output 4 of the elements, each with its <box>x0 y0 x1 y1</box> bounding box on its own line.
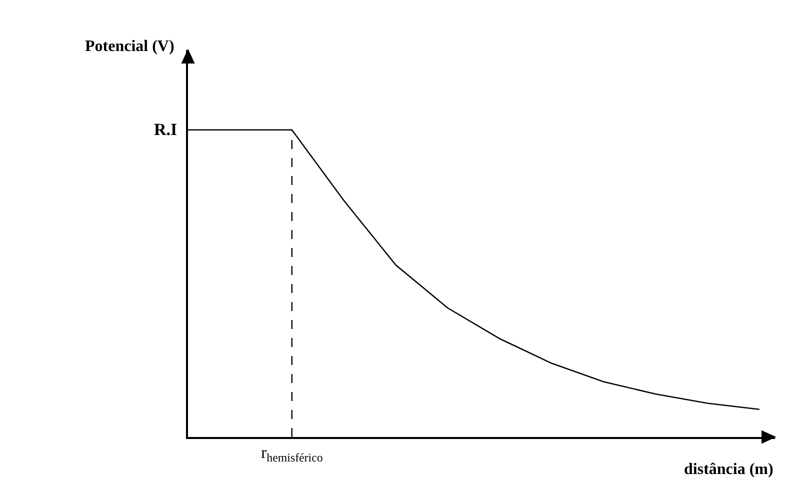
text: R.I <box>154 120 178 139</box>
x-axis-title: distância (m) <box>684 461 774 478</box>
y-axis-title: Potencial (V) <box>85 38 174 55</box>
text: r$_{hemisférico}$ <box>261 443 323 465</box>
